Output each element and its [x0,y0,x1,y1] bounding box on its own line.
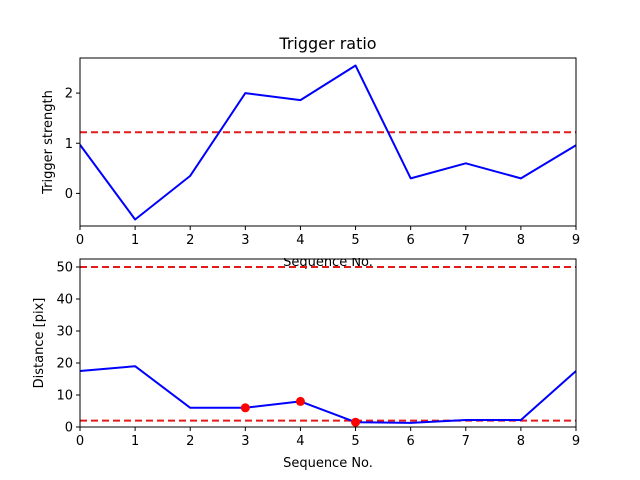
y-tick-label: 2 [65,87,73,102]
y-tick-label: 1 [65,137,73,152]
chart-title: Trigger ratio [278,34,376,53]
y-tick-label: 30 [56,325,73,340]
plot-frame [79,258,577,428]
x-tick-label: 3 [241,233,249,248]
data-point-marker [295,396,305,406]
x-tick-label: 2 [186,434,194,449]
distance-subplot: Distance [pix] Sequence No. 0 1 2 3 4 5 6 7 8 9 0 1… [32,258,580,471]
data-point-marker [240,403,250,413]
y-tick-label: 0 [65,187,73,202]
x-tick-label: 7 [462,434,470,449]
x-tick-label: 3 [241,434,249,449]
x-tick-label: 9 [572,233,580,248]
y-tick-label: 20 [56,357,73,372]
series-line [79,365,577,424]
series-line [79,64,577,221]
x-tick-label: 6 [407,434,415,449]
y-tick-label: 10 [56,389,73,404]
x-tick-label: 9 [572,434,580,449]
x-tick-label: 4 [296,233,304,248]
x-tick-label: 1 [131,434,139,449]
x-tick-label: 5 [351,434,359,449]
x-tick-label: 0 [76,233,84,248]
trigger-ratio-subplot: Trigger ratio Trigger strength Sequence … [41,34,580,270]
x-tick-label: 2 [186,233,194,248]
x-tick-label: 1 [131,233,139,248]
subplot-gap-mask [70,255,590,258]
x-tick-label: 7 [462,233,470,248]
y-axis-label: Trigger strength [41,90,56,195]
x-tick-label: 8 [517,233,525,248]
y-tick-label: 50 [56,261,73,276]
x-axis-label: Sequence No. [283,456,373,471]
x-tick-label: 0 [76,434,84,449]
x-tick-label: 5 [351,233,359,248]
x-tick-label: 4 [296,434,304,449]
x-tick-label: 6 [407,233,415,248]
y-tick-label: 0 [65,421,73,436]
x-tick-label: 8 [517,434,525,449]
y-axis-label: Distance [pix] [32,298,47,389]
data-point-marker [351,417,361,427]
y-tick-label: 40 [56,293,73,308]
plot-frame [79,57,577,227]
